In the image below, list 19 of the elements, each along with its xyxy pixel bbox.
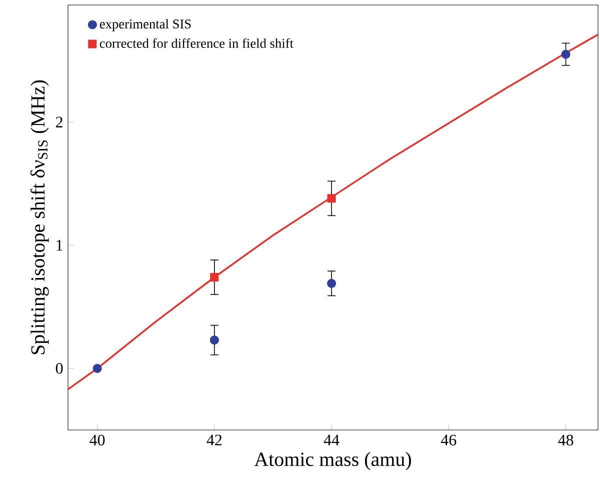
y-tick-label: 2 bbox=[56, 116, 62, 128]
legend-label: corrected for difference in field shift bbox=[100, 38, 294, 48]
y-tick-label: 0 bbox=[56, 363, 63, 374]
x-tick-label: 46 bbox=[440, 434, 456, 446]
point bbox=[210, 336, 219, 345]
line-series bbox=[68, 34, 598, 390]
point bbox=[210, 272, 219, 282]
point bbox=[92, 364, 102, 373]
x-axis-title: Atomic mass (amu) bbox=[254, 452, 411, 470]
y-tick-label: 1 bbox=[56, 240, 62, 250]
point bbox=[561, 50, 570, 59]
x-tick-label: 44 bbox=[324, 434, 340, 446]
y-axis-title: Splitting isotope shift δν$_{SIS}$ (MHz) bbox=[30, 80, 49, 354]
x-tick-label: 42 bbox=[206, 434, 222, 446]
x-tick-label: 48 bbox=[558, 434, 574, 446]
x-tick-label: 40 bbox=[90, 434, 105, 446]
point bbox=[327, 194, 336, 203]
legend-label: experimental SIS bbox=[100, 19, 191, 32]
point bbox=[327, 278, 336, 288]
